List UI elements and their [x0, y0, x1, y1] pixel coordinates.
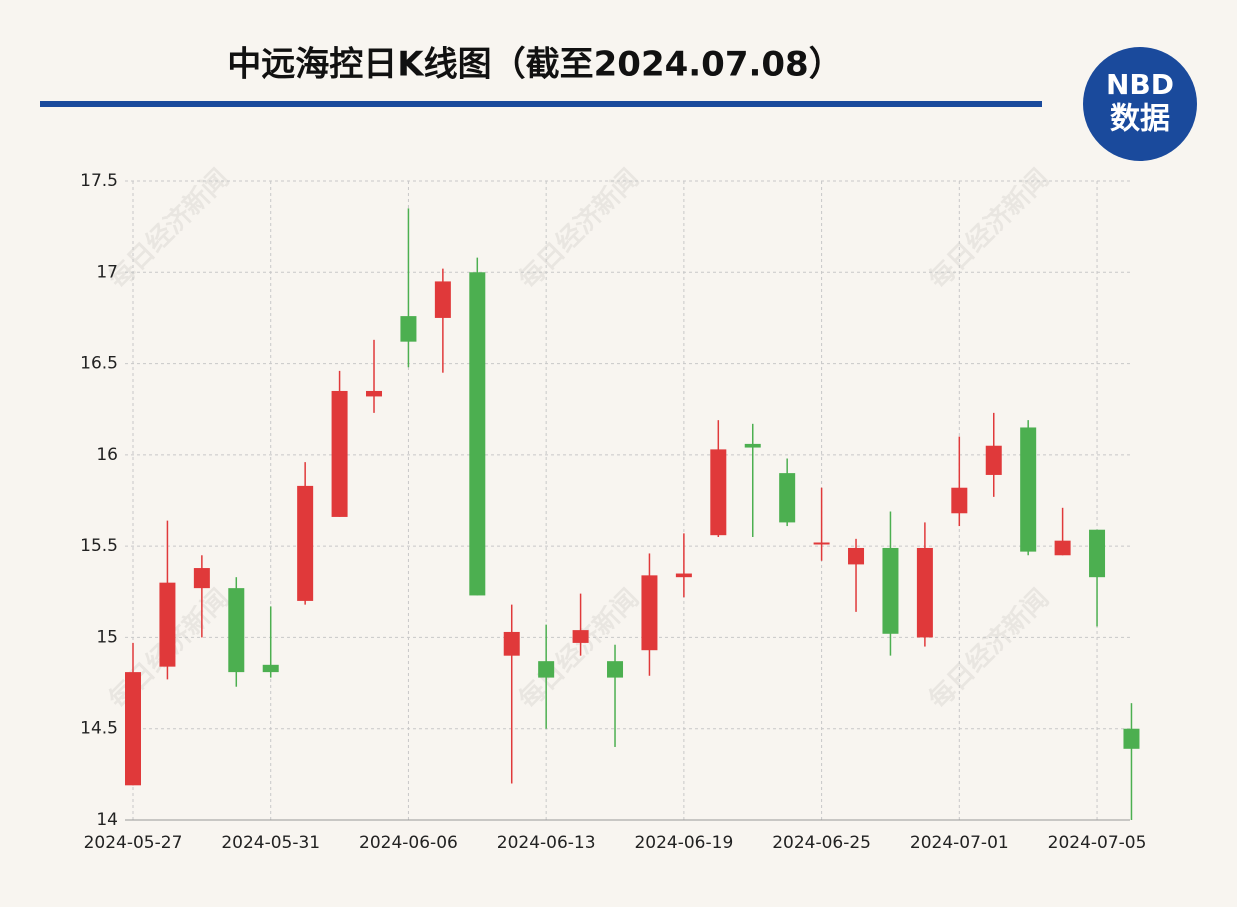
candle-body	[297, 485, 314, 601]
candle-body	[262, 664, 279, 673]
candle-body	[1089, 529, 1106, 578]
y-tick-label: 16	[96, 445, 118, 465]
candle-body	[503, 631, 520, 656]
title-rule	[40, 101, 1042, 107]
candle-body	[1020, 427, 1037, 552]
candle-body	[916, 547, 933, 638]
candle-body	[228, 588, 245, 673]
candle-body	[125, 672, 141, 786]
y-tick-label: 16.5	[80, 354, 118, 374]
x-tick-label: 2024-07-05	[1048, 833, 1147, 853]
candle-body	[710, 449, 727, 536]
y-tick-label: 15.5	[80, 536, 118, 556]
candle-body	[434, 281, 451, 318]
x-tick-label: 2024-07-01	[910, 833, 1009, 853]
candle-body	[331, 390, 348, 517]
candle-body	[882, 547, 899, 634]
candle-body	[538, 661, 555, 678]
candle-body	[607, 661, 624, 678]
candle-body	[641, 575, 658, 651]
candle-body	[675, 573, 692, 578]
x-tick-label: 2024-05-31	[221, 833, 320, 853]
y-tick-label: 17	[96, 262, 118, 282]
candle-body	[813, 542, 830, 545]
x-tick-label: 2024-06-19	[634, 833, 733, 853]
chart-title: 中远海控日K线图（截至2024.07.08）	[227, 45, 842, 85]
candle-body	[159, 582, 176, 667]
y-tick-label: 14.5	[80, 719, 118, 739]
candle-body	[193, 568, 210, 589]
logo	[1083, 47, 1197, 161]
logo-bottom: 数据	[1110, 102, 1170, 137]
candle-body	[779, 473, 796, 523]
y-tick-label: 17.5	[80, 171, 118, 191]
x-tick-label: 2024-05-27	[84, 833, 183, 853]
candle-body	[366, 390, 383, 397]
y-tick-label: 14	[96, 810, 118, 830]
x-tick-label: 2024-06-25	[772, 833, 871, 853]
logo-top: NBD	[1106, 68, 1174, 101]
x-tick-label: 2024-06-13	[497, 833, 596, 853]
candle-body	[1123, 728, 1140, 749]
candle-body	[469, 272, 486, 596]
candle-body	[985, 445, 1002, 475]
x-tick-label: 2024-06-06	[359, 833, 458, 853]
candle-body	[951, 487, 968, 514]
candle-body	[1054, 540, 1071, 556]
candle-body	[848, 547, 865, 565]
candle-body	[572, 630, 589, 643]
candle-body	[400, 316, 417, 342]
y-tick-label: 15	[96, 627, 118, 647]
candle-body	[744, 443, 761, 448]
